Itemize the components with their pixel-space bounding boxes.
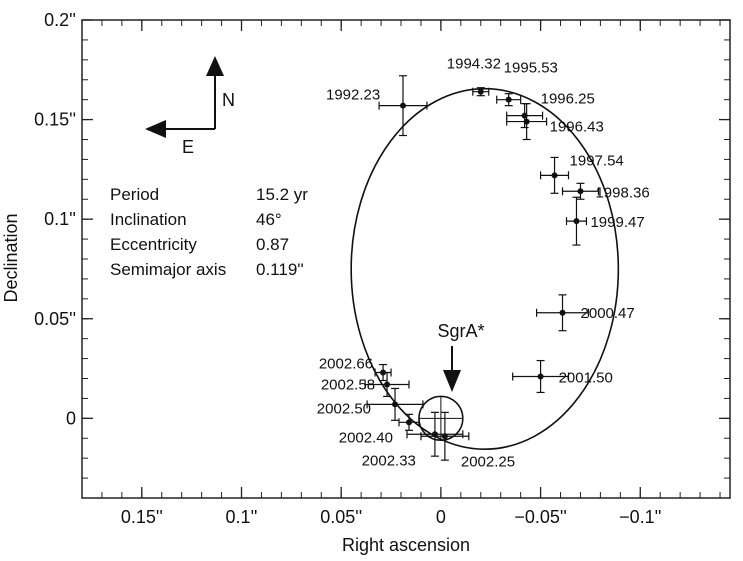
y-axis-label: Declination xyxy=(1,213,21,302)
point-label: 2002.50 xyxy=(317,400,371,417)
north-arrow-icon xyxy=(206,56,224,76)
data-point-marker xyxy=(384,381,391,388)
plot-frame xyxy=(81,19,731,499)
data-point-marker xyxy=(477,88,484,95)
y-tick-label: 0.05'' xyxy=(34,309,76,329)
point-label: 1997.54 xyxy=(570,152,624,169)
data-point-marker xyxy=(392,401,399,408)
data-point-2002.33 xyxy=(406,411,464,457)
data-point-marker xyxy=(523,118,530,125)
x-tick-label: −0.1'' xyxy=(619,507,661,527)
east-label: E xyxy=(182,137,194,157)
x-tick-labels: 0.15'' 0.1'' 0.05'' 0 −0.05'' −0.1'' xyxy=(121,507,662,527)
data-point-marker xyxy=(505,96,512,103)
point-label: 1996.43 xyxy=(550,119,604,136)
orbit-ellipse xyxy=(350,87,620,451)
data-point-2000.47 xyxy=(535,294,590,332)
x-tick-label: 0.15'' xyxy=(121,507,163,527)
data-point-marker xyxy=(405,419,412,426)
data-point-1992.23 xyxy=(378,75,428,137)
y-tick-label: 0.1'' xyxy=(44,209,76,229)
param-inclination-name: Inclination xyxy=(110,210,187,229)
orbit-parameters: Period 15.2 yr Inclination 46° Eccentric… xyxy=(110,185,308,279)
orbit-ellipse-group xyxy=(350,87,620,451)
point-label: 1994.32 xyxy=(447,56,501,73)
point-label: 1996.25 xyxy=(541,91,595,108)
param-semimajor-value: 0.119'' xyxy=(256,260,304,279)
compass: N E xyxy=(145,56,235,157)
data-point-1995.53 xyxy=(496,93,522,107)
sgra-annotation: SgrA* xyxy=(437,321,485,392)
y-tick-labels: 0 0.05'' 0.1'' 0.15'' 0.2'' xyxy=(34,10,76,428)
param-inclination-value: 46° xyxy=(256,210,282,229)
point-label: 2002.66 xyxy=(319,356,373,373)
y-tick-label: 0.15'' xyxy=(34,110,76,130)
point-label: 2002.25 xyxy=(461,453,515,470)
x-tick-label: −0.05'' xyxy=(514,507,566,527)
point-label: 2002.40 xyxy=(339,429,393,446)
data-points xyxy=(364,75,600,461)
point-label: 2002.58 xyxy=(321,376,375,393)
param-period-value: 15.2 yr xyxy=(256,185,308,204)
point-label: 2000.47 xyxy=(581,305,635,322)
x-tick-label: 0.1'' xyxy=(226,507,258,527)
data-point-1996.25 xyxy=(506,103,544,129)
y-tick-label: 0 xyxy=(66,408,76,428)
data-point-marker xyxy=(577,188,584,195)
north-label: N xyxy=(222,90,235,110)
data-point-2002.50 xyxy=(366,387,424,421)
y-tick-label: 0.2'' xyxy=(44,10,76,30)
data-point-marker xyxy=(573,218,580,225)
sgra-arrow-icon xyxy=(443,370,461,392)
minor-ticks xyxy=(81,19,730,499)
data-point-2002.25 xyxy=(420,411,470,461)
data-point-2002.40 xyxy=(398,413,420,431)
point-label: 1992.23 xyxy=(326,87,380,104)
point-labels: 1992.23 1994.32 1995.53 1996.25 1996.43 1997.… xyxy=(317,56,650,471)
point-label: 1998.36 xyxy=(595,184,649,201)
data-point-2002.58 xyxy=(364,371,410,398)
data-point-1994.32 xyxy=(472,87,490,97)
data-point-marker xyxy=(441,433,448,440)
data-point-1996.43 xyxy=(506,103,548,141)
x-tick-label: 0.05'' xyxy=(320,507,362,527)
sgra-label: SgrA* xyxy=(437,321,484,341)
point-label: 2001.50 xyxy=(559,370,613,387)
data-point-marker xyxy=(559,309,566,316)
point-label: 1995.53 xyxy=(504,60,558,77)
data-point-1998.36 xyxy=(561,182,600,200)
data-point-marker xyxy=(551,172,558,179)
x-axis-label: Right ascension xyxy=(342,535,470,555)
data-point-1999.47 xyxy=(565,196,588,246)
major-ticks xyxy=(82,19,730,498)
data-point-marker xyxy=(400,102,407,109)
point-label: 1999.47 xyxy=(590,214,644,231)
point-label: 2002.33 xyxy=(362,452,416,469)
data-point-2001.50 xyxy=(512,359,570,394)
x-tick-label: 0 xyxy=(436,507,446,527)
param-eccentricity-value: 0.87 xyxy=(256,235,289,254)
param-eccentricity-name: Eccentricity xyxy=(110,235,197,254)
param-semimajor-name: Semimajor axis xyxy=(110,260,226,279)
param-period-name: Period xyxy=(110,185,159,204)
data-point-1997.54 xyxy=(539,156,570,194)
data-point-marker xyxy=(537,373,544,380)
east-arrow-icon xyxy=(145,120,166,138)
